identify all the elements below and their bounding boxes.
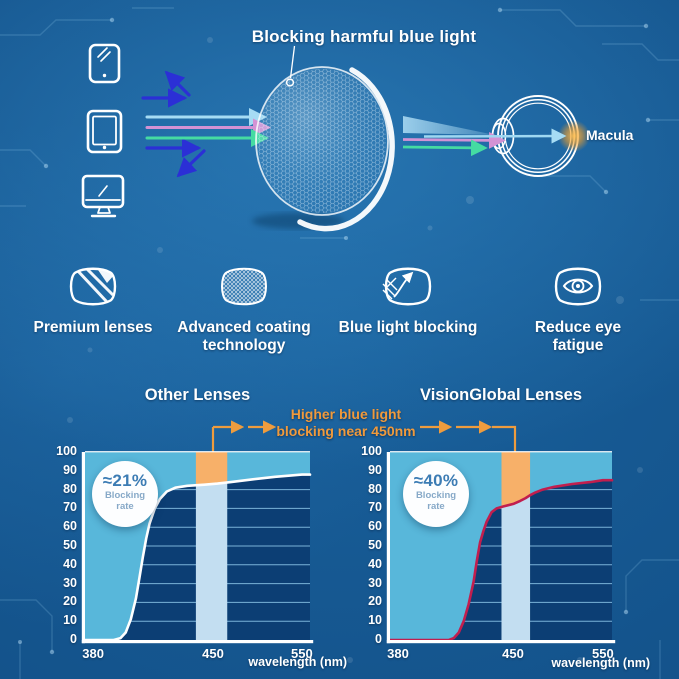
macula-label: Macula [586, 127, 634, 143]
y-tick-label: 0 [375, 632, 382, 646]
monitor-icon [81, 174, 125, 218]
honeycomb-lens [252, 66, 395, 232]
y-tick-label: 60 [368, 519, 382, 534]
reflected-ray-arrows [141, 70, 206, 178]
y-tick-label: 100 [361, 444, 382, 458]
y-tick-label: 90 [63, 462, 77, 477]
title-connector [285, 45, 296, 87]
eye-fatigue-icon [554, 267, 602, 306]
y-tick-label: 80 [368, 481, 382, 496]
x-tick-label: 450 [502, 646, 524, 661]
xaxis-label-visionglobal: wavelength (nm) [551, 656, 650, 670]
x-tick-label: 380 [82, 646, 104, 661]
y-tick-label: 20 [63, 594, 77, 609]
y-tick-label: 30 [368, 575, 382, 590]
badge-label-line2: rate [427, 500, 445, 512]
x-tick-label: 550 [592, 646, 614, 661]
badge-value: ≈40% [413, 471, 459, 490]
x-tick-label: 450 [202, 646, 224, 661]
annotation-line2: blocking near 450nm [276, 423, 416, 439]
badge-label-line1: Blocking [415, 490, 457, 501]
chart-title-other-lenses: Other Lenses [144, 386, 251, 404]
badge-label-line2: rate [116, 500, 134, 512]
y-tick-label: 40 [63, 556, 77, 571]
phone-icon [88, 43, 121, 84]
y-tick-label: 50 [368, 538, 382, 552]
y-tick-label: 70 [63, 500, 77, 515]
annotation-line1: Higher blue light [290, 406, 402, 422]
incoming-light-rays [145, 108, 271, 147]
badge-value: ≈21% [102, 471, 148, 490]
chart-title-visionglobal-lenses: VisionGlobal Lenses [420, 386, 582, 404]
y-tick-label: 70 [368, 500, 382, 515]
y-tick-label: 40 [368, 556, 382, 571]
y-tick-label: 60 [63, 519, 77, 534]
badge-label-line1: Blocking [104, 490, 146, 501]
transmitted-rays [402, 116, 590, 157]
x-tick-label: 550 [291, 646, 313, 661]
blocking-rate-badge-other: ≈21% Blocking rate [92, 461, 158, 527]
x-tick-label: 380 [387, 646, 409, 661]
y-tick-label: 100 [56, 444, 77, 458]
coating-lens-icon [221, 267, 267, 306]
feature-label-premium-lenses: Premium lenses [33, 319, 153, 336]
blue-light-blocking-icon [382, 267, 432, 306]
hero-title: Blocking harmful blue light [251, 27, 477, 46]
feature-label-reduce-eye-fatigue: Reduce eye fatigue [534, 319, 622, 354]
y-tick-label: 50 [63, 538, 77, 552]
y-tick-label: 90 [368, 462, 382, 477]
y-tick-label: 20 [368, 594, 382, 609]
y-tick-label: 10 [63, 613, 77, 628]
hero-diagram [81, 43, 590, 232]
blocking-rate-badge-visionglobal: ≈40% Blocking rate [403, 461, 469, 527]
macula-glow [558, 120, 590, 152]
y-tick-label: 10 [368, 613, 382, 628]
premium-lens-icon [69, 267, 117, 306]
feature-label-advanced-coating: Advanced coating technology [177, 319, 311, 354]
feature-label-blue-light-blocking: Blue light blocking [338, 319, 478, 336]
tablet-icon [86, 109, 123, 154]
y-tick-label: 0 [70, 632, 77, 646]
xaxis-label-other: wavelength (nm) [248, 655, 347, 669]
y-tick-label: 80 [63, 481, 77, 496]
y-tick-label: 30 [63, 575, 77, 590]
